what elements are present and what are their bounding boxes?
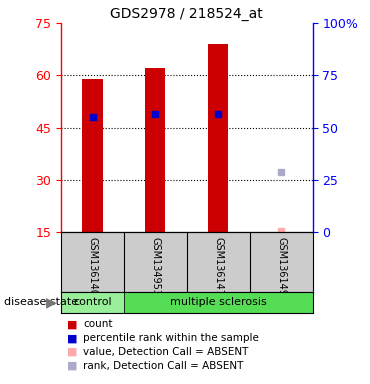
Text: ■: ■ <box>67 347 77 357</box>
Text: ▶: ▶ <box>46 295 57 309</box>
Text: GSM134953: GSM134953 <box>150 237 161 296</box>
Text: GSM136149: GSM136149 <box>276 237 286 296</box>
Text: multiple sclerosis: multiple sclerosis <box>170 297 267 308</box>
Text: ■: ■ <box>67 333 77 343</box>
Bar <box>124 292 313 313</box>
Text: value, Detection Call = ABSENT: value, Detection Call = ABSENT <box>83 347 249 357</box>
Text: ■: ■ <box>67 319 77 329</box>
Text: control: control <box>73 297 112 308</box>
Text: GSM136147: GSM136147 <box>213 237 223 296</box>
Text: percentile rank within the sample: percentile rank within the sample <box>83 333 259 343</box>
Bar <box>208 44 228 232</box>
Title: GDS2978 / 218524_at: GDS2978 / 218524_at <box>111 7 263 21</box>
Bar <box>145 68 165 232</box>
Bar <box>83 79 102 232</box>
Text: rank, Detection Call = ABSENT: rank, Detection Call = ABSENT <box>83 361 243 371</box>
Text: GSM136140: GSM136140 <box>87 237 98 296</box>
Text: count: count <box>83 319 113 329</box>
Bar <box>61 292 124 313</box>
Text: disease state: disease state <box>4 297 78 307</box>
Text: ■: ■ <box>67 361 77 371</box>
